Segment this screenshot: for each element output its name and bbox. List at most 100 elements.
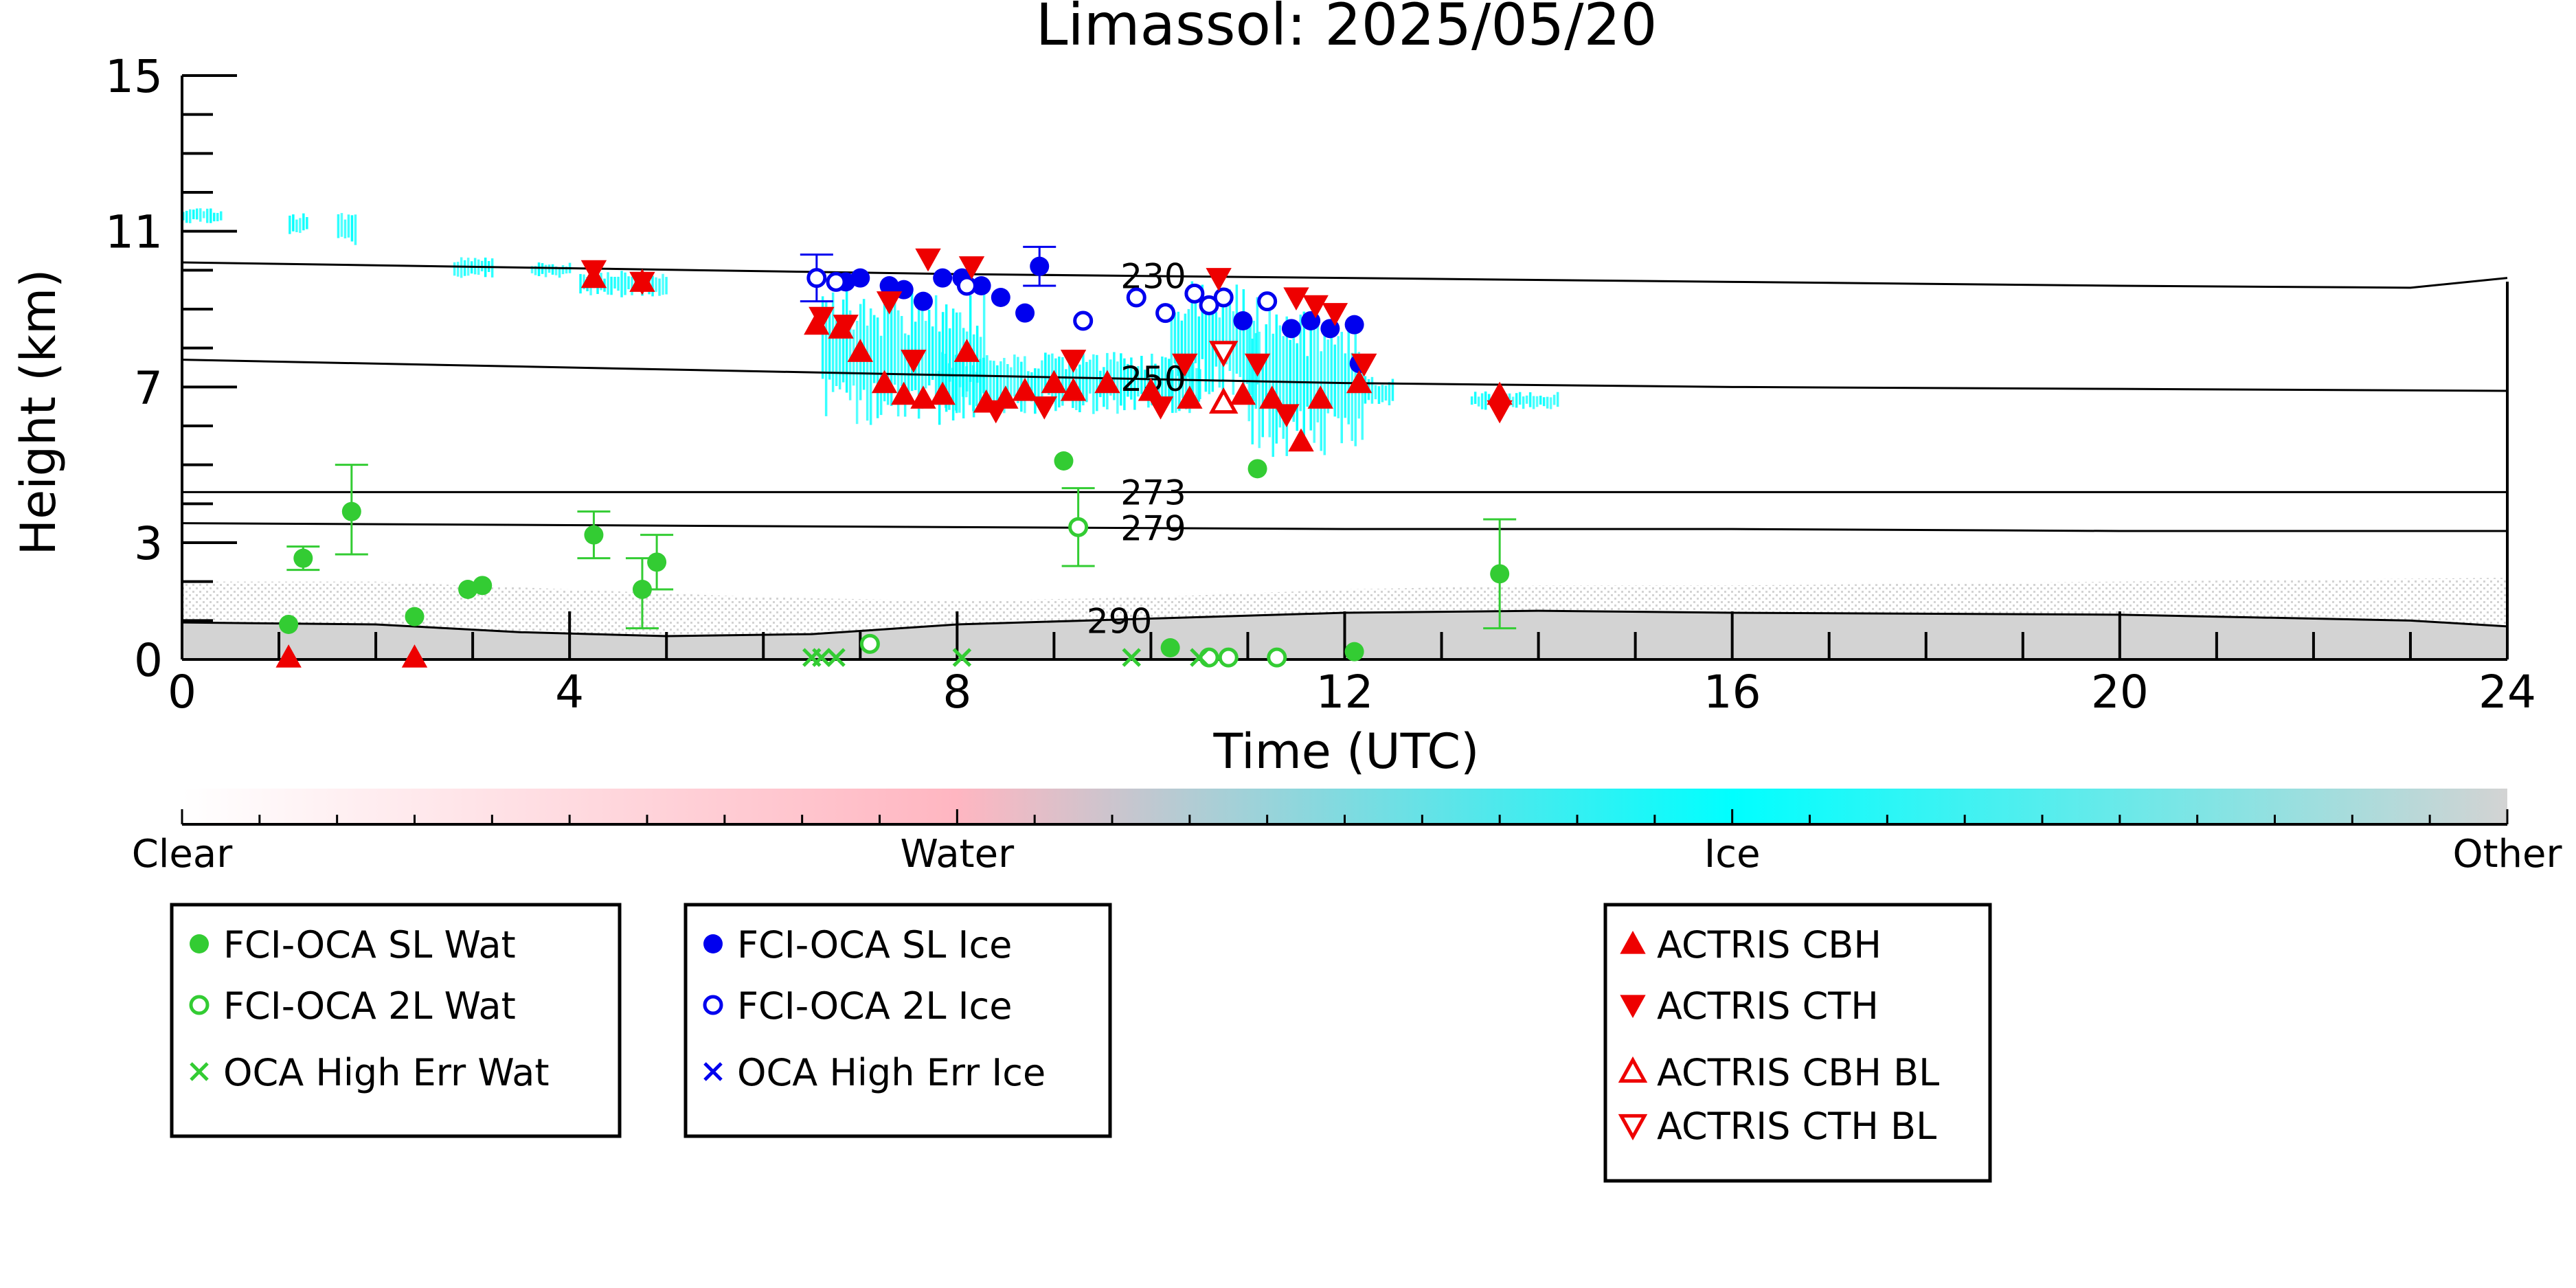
cloud-streak	[1374, 385, 1377, 400]
cloud-streak	[544, 264, 547, 278]
data-point	[1177, 385, 1203, 409]
cloud-streak	[579, 273, 582, 294]
cloud-streak	[627, 276, 630, 290]
cloud-streak	[831, 292, 835, 392]
cloud-streak	[1484, 391, 1487, 410]
cloud-streak	[1299, 314, 1302, 411]
cloud-streak	[289, 215, 291, 234]
cloud-streak	[1268, 309, 1271, 438]
y-tick-label: 0	[134, 634, 163, 687]
cloud-streak	[845, 291, 848, 393]
cloud-streak	[551, 264, 554, 275]
cloud-streak	[1201, 284, 1204, 359]
cloud-streak	[565, 266, 568, 274]
legend-label: ACTRIS CTH	[1657, 984, 1879, 1028]
cloud-streak	[1535, 396, 1539, 407]
cloud-streak	[999, 361, 1002, 396]
data-point	[1031, 396, 1057, 420]
cloud-streak	[975, 326, 979, 383]
data-point	[871, 370, 898, 394]
data-point	[580, 260, 607, 284]
cloud-streak	[1127, 363, 1129, 397]
cloud-streak	[463, 260, 466, 276]
cloud-streak	[945, 354, 947, 408]
data-point	[1274, 404, 1300, 428]
cloud-streak	[1487, 394, 1491, 405]
cloud-streak	[1470, 396, 1473, 405]
data-point	[952, 648, 972, 667]
cloud-streak	[561, 265, 565, 275]
cloud-streak	[554, 266, 558, 275]
cloud-region-ice	[289, 213, 308, 234]
cloud-streak	[1085, 361, 1088, 403]
cloud-streak	[1532, 396, 1535, 409]
chart-title: Limassol: 2025/05/20	[1036, 0, 1658, 58]
data-point	[809, 306, 835, 330]
data-point	[826, 271, 846, 292]
cloud-streak	[1473, 392, 1477, 404]
cross-stroke	[190, 1062, 209, 1081]
cloud-streak	[869, 308, 872, 425]
cloud-streak	[1048, 354, 1050, 395]
data-point	[1122, 648, 1141, 667]
cloud-streak	[1178, 370, 1181, 411]
legend-label: ACTRIS CBH	[1657, 923, 1882, 967]
data-point	[1073, 310, 1094, 331]
cloud-streak	[1549, 397, 1552, 409]
data-point	[1094, 370, 1120, 394]
x-tick-label: 8	[942, 666, 971, 719]
data-point	[1322, 303, 1348, 326]
cloud-streak	[1195, 368, 1198, 407]
cloud-region-ice	[1470, 391, 1559, 410]
data-point	[859, 633, 880, 654]
cloud-streak	[1154, 363, 1157, 400]
legend-label: OCA High Err Wat	[223, 1051, 550, 1094]
cloud-streak	[453, 262, 456, 276]
data-point	[279, 615, 299, 634]
cloud-streak	[996, 365, 999, 404]
cloud-streak	[824, 300, 828, 416]
cloud-streak	[1546, 396, 1549, 409]
cloud-streak	[951, 368, 954, 400]
legend-label: FCI-OCA SL Ice	[737, 923, 1012, 967]
cloud-streak	[1480, 393, 1484, 409]
cloud-streak	[938, 371, 940, 403]
data-point	[629, 271, 655, 295]
cloud-streak	[1239, 315, 1242, 377]
cloud-streak	[1377, 386, 1381, 404]
axes: 0 3 7 11 15 0 4 8 12 16 20 24	[105, 50, 2536, 719]
cloud-streak	[848, 310, 852, 400]
legend-label: OCA High Err Ice	[737, 1051, 1046, 1094]
legend-marker	[703, 995, 723, 1015]
cloud-streak	[1096, 354, 1098, 411]
cloud-streak	[1034, 368, 1037, 414]
data-point	[293, 548, 313, 568]
cloud-streak	[617, 276, 620, 291]
cloud-streak	[337, 214, 340, 238]
data-point	[405, 607, 425, 626]
cloud-streak	[1044, 352, 1047, 394]
data-point	[913, 291, 933, 311]
cloud-streak	[1539, 396, 1542, 405]
cloud-streak	[203, 211, 205, 218]
data-point	[876, 291, 903, 315]
cloud-streak	[662, 273, 664, 295]
cloud-streak	[1089, 359, 1092, 394]
series-group	[1208, 341, 1239, 368]
data-point	[1288, 428, 1314, 452]
data-point	[806, 268, 827, 289]
y-tick-label: 3	[134, 517, 163, 570]
cloud-streak	[350, 215, 354, 242]
cloud-streak	[969, 295, 972, 382]
cloud-streak	[1182, 355, 1184, 398]
cloud-streak	[1214, 312, 1218, 367]
cloud-streak	[655, 277, 657, 292]
cloud-streak	[1161, 357, 1164, 407]
colorbar-label: Ice	[1704, 832, 1761, 877]
data-point	[1030, 256, 1050, 276]
cloud-streak	[1347, 318, 1350, 425]
cloud-streak	[1173, 312, 1177, 364]
legend-label: FCI-OCA 2L Ice	[737, 984, 1012, 1028]
cloud-streak	[302, 213, 305, 231]
